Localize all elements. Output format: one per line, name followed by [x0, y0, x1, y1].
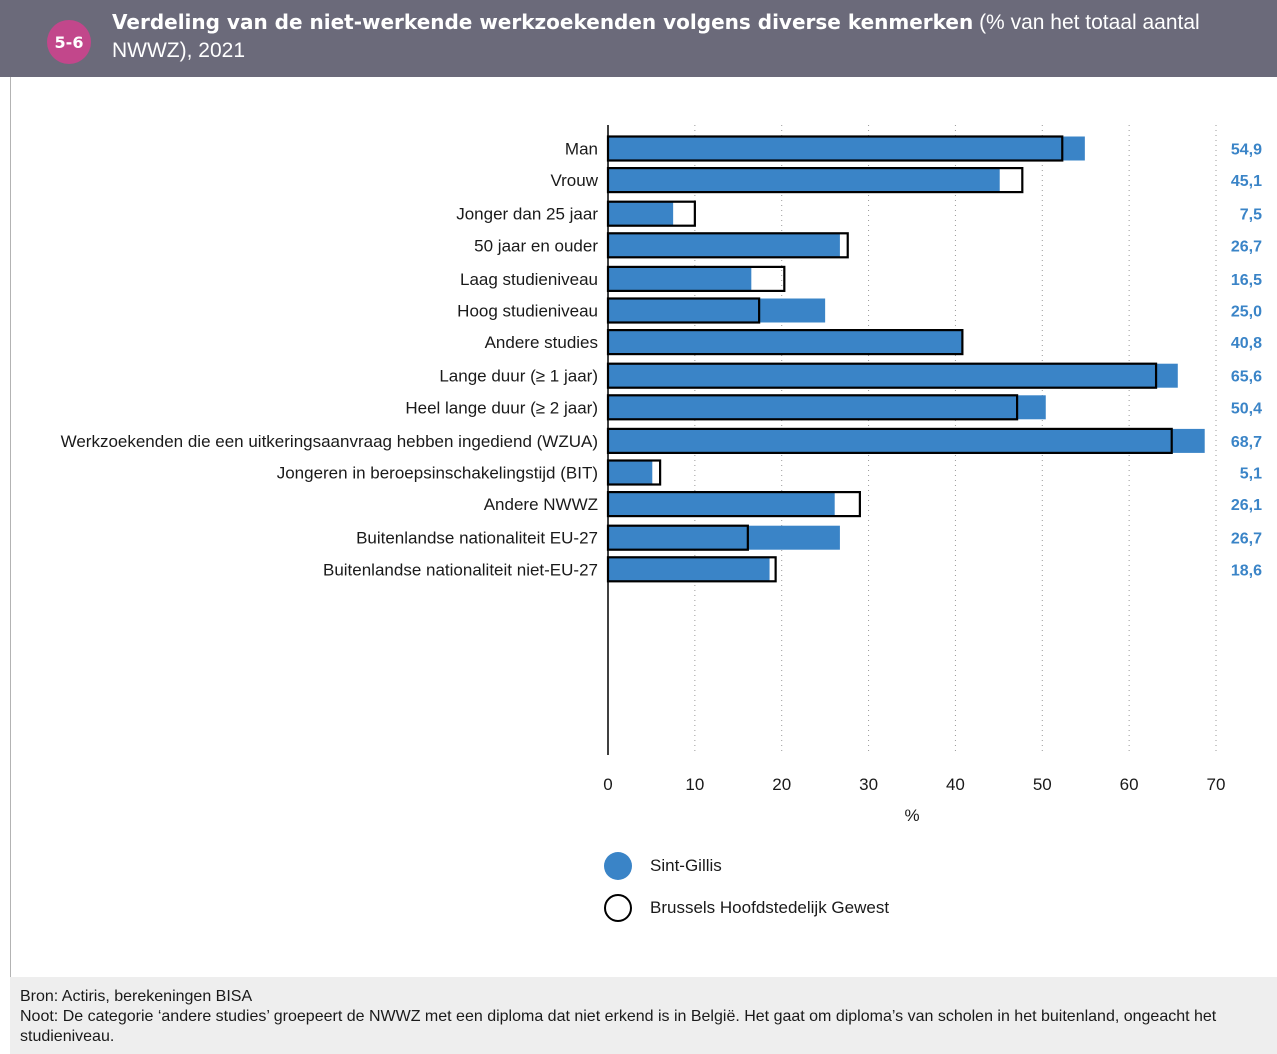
- legend-label-sint-gillis: Sint-Gillis: [650, 856, 722, 875]
- bar-sint-gillis: [608, 298, 826, 323]
- x-tick-label: 50: [1033, 775, 1052, 794]
- source-note: Bron: Actiris, berekeningen BISA: [20, 988, 253, 1005]
- category-label: Jonger dan 25 jaar: [456, 205, 598, 224]
- value-label: 65,6: [1231, 369, 1262, 386]
- value-label: 5,1: [1240, 466, 1262, 483]
- bar-sint-gillis: [608, 363, 1178, 388]
- bar-sint-gillis: [608, 460, 653, 485]
- category-label: Laag studieniveau: [460, 270, 598, 289]
- x-axis-label: %: [904, 806, 919, 825]
- category-label: 50 jaar en ouder: [474, 236, 598, 255]
- bar-sint-gillis: [608, 395, 1046, 420]
- category-label: Andere studies: [485, 333, 598, 352]
- category-label: Werkzoekenden die een uitkeringsaanvraag…: [61, 432, 598, 451]
- x-tick-label: 20: [772, 775, 791, 794]
- x-tick-label: 60: [1120, 775, 1139, 794]
- bar-sint-gillis: [608, 136, 1085, 161]
- value-label: 18,6: [1231, 562, 1262, 579]
- legend-item-sint-gillis: Sint-Gillis: [604, 852, 722, 880]
- x-tick-label: 30: [859, 775, 878, 794]
- bar-sint-gillis: [608, 525, 840, 550]
- legend-swatch-outline-icon: [604, 894, 632, 922]
- category-label: Andere NWWZ: [484, 495, 598, 514]
- bar-sint-gillis: [608, 266, 752, 291]
- legend-swatch-filled-icon: [604, 852, 632, 880]
- category-label: Buitenlandse nationaliteit EU-27: [356, 529, 598, 548]
- category-label: Lange duur (≥ 1 jaar): [439, 367, 598, 386]
- value-label: 26,7: [1231, 531, 1262, 548]
- value-label: 25,0: [1231, 304, 1262, 321]
- value-label: 54,9: [1231, 142, 1262, 159]
- legend-label-gewest: Brussels Hoofdstedelijk Gewest: [650, 898, 890, 917]
- value-label: 68,7: [1231, 434, 1262, 451]
- x-tick-label: 0: [603, 775, 612, 794]
- bar-sint-gillis: [608, 233, 840, 258]
- figure-number-badge: 5-6: [47, 20, 91, 64]
- category-label: Hoog studieniveau: [457, 302, 598, 321]
- chart-header: 5-6 Verdeling van de niet-werkende werkz…: [0, 0, 1277, 77]
- category-label: Vrouw: [550, 171, 598, 190]
- bar-sint-gillis: [608, 201, 674, 226]
- chart-footer: Bron: Actiris, berekeningen BISA Noot: D…: [10, 977, 1277, 1054]
- category-label: Jongeren in beroepsinschakelingstijd (BI…: [277, 464, 598, 483]
- bar-sint-gillis: [608, 492, 835, 517]
- x-tick-label: 10: [685, 775, 704, 794]
- bar-sint-gillis: [608, 168, 1000, 193]
- category-label: Heel lange duur (≥ 2 jaar): [405, 398, 598, 417]
- bar-sint-gillis: [608, 428, 1205, 453]
- category-label: Buitenlandse nationaliteit niet-EU-27: [323, 560, 598, 579]
- value-label: 16,5: [1231, 272, 1262, 289]
- bar-sint-gillis: [608, 557, 770, 582]
- bar-sint-gillis: [608, 330, 963, 355]
- footnote: Noot: De categorie ‘andere studies’ groe…: [20, 1008, 1217, 1045]
- category-label: Man: [565, 140, 598, 159]
- value-label: 40,8: [1231, 335, 1262, 352]
- chart-frame: [10, 77, 1277, 977]
- x-tick-label: 40: [946, 775, 965, 794]
- bar-chart: Man 54,9 Vrouw 45,1 Jonger dan 25 jaar 7,5 50 …: [61, 125, 1262, 825]
- value-label: 26,1: [1231, 497, 1262, 514]
- chart-title-main: Verdeling van de niet-werkende werkzoeke…: [112, 10, 974, 34]
- x-tick-label: 70: [1207, 775, 1226, 794]
- chart-title-sub: (% van het totaal aantal NWWZ), 2021: [112, 11, 1200, 62]
- value-label: 7,5: [1240, 207, 1262, 224]
- value-label: 26,7: [1231, 238, 1262, 255]
- value-label: 45,1: [1231, 173, 1262, 190]
- legend-item-gewest: Brussels Hoofdstedelijk Gewest: [604, 894, 889, 922]
- chart-title: Verdeling van de niet-werkende werkzoeke…: [112, 8, 1232, 65]
- value-label: 50,4: [1231, 400, 1262, 417]
